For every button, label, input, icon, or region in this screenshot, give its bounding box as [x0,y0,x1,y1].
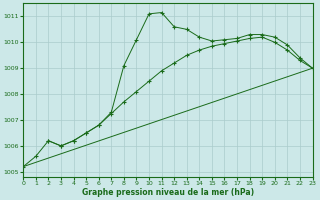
X-axis label: Graphe pression niveau de la mer (hPa): Graphe pression niveau de la mer (hPa) [82,188,254,197]
